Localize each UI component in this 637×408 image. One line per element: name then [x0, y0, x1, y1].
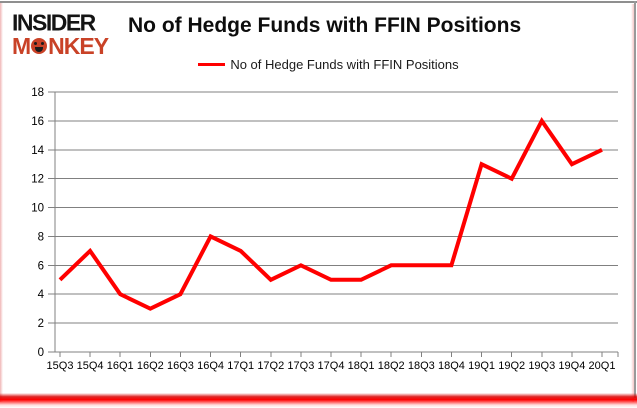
x-axis-label: 19Q2	[498, 360, 525, 372]
y-axis-label: 12	[31, 174, 44, 186]
y-axis-label: 10	[31, 203, 44, 215]
x-axis-label: 19Q4	[558, 360, 585, 372]
y-axis-label: 0	[38, 347, 44, 359]
chart-title: No of Hedge Funds with FFIN Positions	[128, 14, 522, 37]
y-axis-label: 6	[38, 260, 44, 272]
x-axis-label: 17Q2	[257, 360, 284, 372]
legend-label: No of Hedge Funds with FFIN Positions	[230, 56, 459, 72]
left-border-glow	[0, 3, 3, 402]
top-border	[0, 1, 637, 3]
right-border-glow	[631, 4, 634, 402]
monkey-face-icon	[31, 38, 48, 54]
y-axis-label: 4	[38, 289, 45, 301]
logo-monkey-text: M NKEY	[12, 35, 124, 58]
x-axis-label: 16Q2	[137, 360, 164, 372]
x-axis-label: 16Q1	[107, 360, 134, 372]
x-axis-label: 20Q1	[589, 360, 616, 372]
y-axis-label: 2	[38, 318, 44, 330]
legend-line-swatch	[198, 62, 226, 66]
x-axis-label: 19Q3	[528, 360, 555, 372]
insider-monkey-logo: INSIDER M NKEY	[12, 8, 124, 58]
monkey-eye-left	[34, 42, 38, 45]
x-axis-label: 18Q2	[378, 360, 405, 372]
x-axis-label: 17Q1	[227, 360, 254, 372]
monkey-eye-right	[41, 42, 45, 45]
series-line	[58, 117, 603, 311]
x-axis-label: 15Q3	[47, 360, 74, 372]
y-axis-label: 18	[31, 87, 44, 99]
y-axis-label: 14	[31, 145, 44, 157]
x-axis-label: 19Q1	[468, 360, 495, 372]
bottom-border	[0, 393, 637, 408]
right-border	[634, 1, 636, 398]
monkey-mouth	[35, 47, 44, 52]
y-axis-label: 8	[38, 231, 44, 243]
x-axis-label: 16Q4	[197, 360, 224, 372]
x-axis-label: 18Q3	[408, 360, 435, 372]
x-axis-label: 16Q3	[167, 360, 194, 372]
x-axis-label: 18Q1	[348, 360, 375, 372]
x-axis-label: 18Q4	[438, 360, 465, 372]
x-axis-label: 17Q3	[287, 360, 314, 372]
logo-insider-text: INSIDER	[12, 8, 96, 36]
y-axis-label: 16	[31, 116, 44, 128]
logo-monkey-m: M	[12, 33, 31, 59]
logo-monkey-nkey: NKEY	[48, 33, 109, 59]
x-axis-label: 15Q4	[77, 360, 104, 372]
legend: No of Hedge Funds with FFIN Positions	[10, 56, 637, 72]
x-axis-label: 17Q4	[318, 360, 345, 372]
